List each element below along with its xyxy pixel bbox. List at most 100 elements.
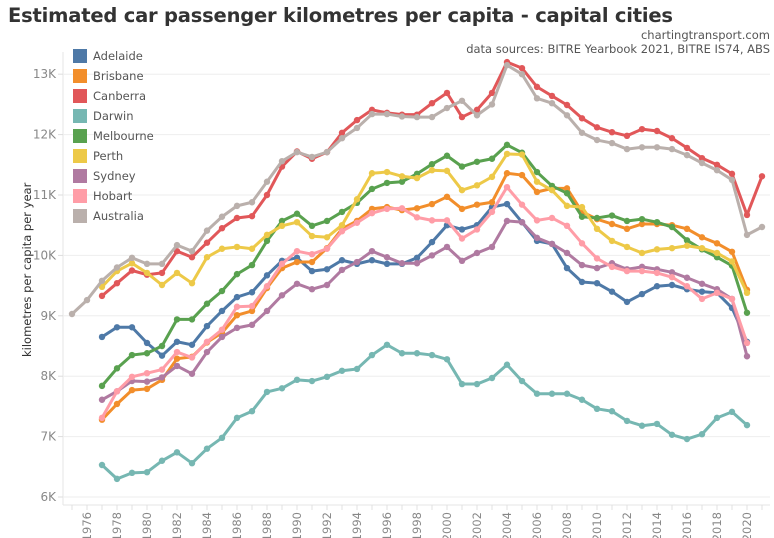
data-point[interactable] — [728, 258, 736, 265]
data-point[interactable] — [278, 217, 286, 225]
data-point[interactable] — [413, 260, 421, 267]
data-point[interactable] — [158, 366, 166, 373]
data-point[interactable] — [623, 417, 631, 425]
data-point[interactable] — [98, 277, 106, 284]
data-point[interactable] — [638, 249, 646, 257]
data-point[interactable] — [353, 258, 361, 266]
data-point[interactable] — [668, 145, 676, 153]
data-point[interactable] — [428, 99, 436, 107]
data-point[interactable] — [638, 422, 646, 429]
data-point[interactable] — [158, 374, 166, 381]
data-point[interactable] — [503, 141, 511, 149]
data-point[interactable] — [638, 220, 646, 228]
data-point[interactable] — [263, 191, 271, 199]
data-point[interactable] — [668, 135, 676, 142]
data-point[interactable] — [173, 316, 181, 323]
data-point[interactable] — [203, 348, 211, 356]
data-point[interactable] — [518, 151, 526, 158]
data-point[interactable] — [623, 267, 631, 275]
data-point[interactable] — [128, 351, 136, 359]
data-point[interactable] — [308, 153, 316, 161]
data-point[interactable] — [638, 290, 646, 298]
data-point[interactable] — [143, 350, 151, 357]
data-point[interactable] — [233, 311, 241, 319]
data-point[interactable] — [278, 292, 286, 299]
data-point[interactable] — [563, 101, 571, 109]
data-point[interactable] — [278, 385, 286, 392]
data-point[interactable] — [458, 257, 466, 265]
data-point[interactable] — [728, 170, 736, 178]
data-point[interactable] — [428, 160, 436, 168]
data-point[interactable] — [728, 408, 736, 416]
legend-item-canberra[interactable]: Canberra — [73, 86, 154, 106]
data-point[interactable] — [203, 338, 211, 345]
data-point[interactable] — [458, 163, 466, 170]
data-point[interactable] — [623, 217, 631, 225]
data-point[interactable] — [383, 179, 391, 187]
data-point[interactable] — [683, 237, 691, 244]
data-point[interactable] — [173, 269, 181, 277]
data-point[interactable] — [533, 188, 541, 196]
data-point[interactable] — [638, 125, 646, 133]
data-point[interactable] — [188, 254, 196, 261]
data-point[interactable] — [608, 237, 616, 245]
data-point[interactable] — [323, 245, 331, 252]
data-point[interactable] — [503, 200, 511, 208]
data-point[interactable] — [653, 246, 661, 253]
data-point[interactable] — [143, 385, 151, 393]
data-point[interactable] — [743, 339, 751, 347]
data-point[interactable] — [443, 152, 451, 159]
data-point[interactable] — [488, 374, 496, 382]
data-point[interactable] — [503, 361, 511, 368]
data-point[interactable] — [488, 173, 496, 181]
data-point[interactable] — [248, 199, 256, 206]
data-point[interactable] — [533, 83, 541, 91]
data-point[interactable] — [263, 307, 271, 315]
data-point[interactable] — [203, 300, 211, 307]
data-point[interactable] — [83, 296, 91, 304]
data-point[interactable] — [218, 333, 226, 341]
data-point[interactable] — [458, 380, 466, 388]
data-point[interactable] — [668, 223, 676, 231]
data-point[interactable] — [413, 113, 421, 121]
data-point[interactable] — [323, 148, 331, 156]
data-point[interactable] — [503, 183, 511, 191]
data-point[interactable] — [713, 240, 721, 247]
data-point[interactable] — [293, 258, 301, 266]
data-point[interactable] — [368, 247, 376, 255]
data-point[interactable] — [683, 435, 691, 443]
data-point[interactable] — [218, 326, 226, 333]
data-point[interactable] — [188, 459, 196, 467]
data-point[interactable] — [578, 203, 586, 211]
data-point[interactable] — [668, 273, 676, 281]
data-point[interactable] — [683, 225, 691, 233]
data-point[interactable] — [233, 324, 241, 332]
data-point[interactable] — [503, 170, 511, 177]
data-point[interactable] — [533, 168, 541, 176]
data-point[interactable] — [608, 212, 616, 219]
data-point[interactable] — [398, 350, 406, 357]
data-point[interactable] — [278, 157, 286, 165]
data-point[interactable] — [698, 295, 706, 303]
data-point[interactable] — [68, 310, 76, 318]
data-point[interactable] — [653, 218, 661, 226]
data-point[interactable] — [128, 386, 136, 394]
data-point[interactable] — [578, 396, 586, 403]
data-point[interactable] — [593, 405, 601, 413]
data-point[interactable] — [383, 260, 391, 268]
data-point[interactable] — [293, 247, 301, 255]
data-point[interactable] — [173, 247, 181, 255]
data-point[interactable] — [548, 390, 556, 397]
data-point[interactable] — [623, 225, 631, 233]
data-point[interactable] — [683, 274, 691, 281]
data-point[interactable] — [593, 225, 601, 233]
data-point[interactable] — [413, 174, 421, 182]
data-point[interactable] — [413, 205, 421, 212]
data-point[interactable] — [503, 217, 511, 225]
legend-item-brisbane[interactable]: Brisbane — [73, 66, 154, 86]
data-point[interactable] — [428, 252, 436, 259]
data-point[interactable] — [443, 89, 451, 97]
data-point[interactable] — [548, 92, 556, 100]
data-point[interactable] — [143, 339, 151, 347]
data-point[interactable] — [728, 248, 736, 255]
